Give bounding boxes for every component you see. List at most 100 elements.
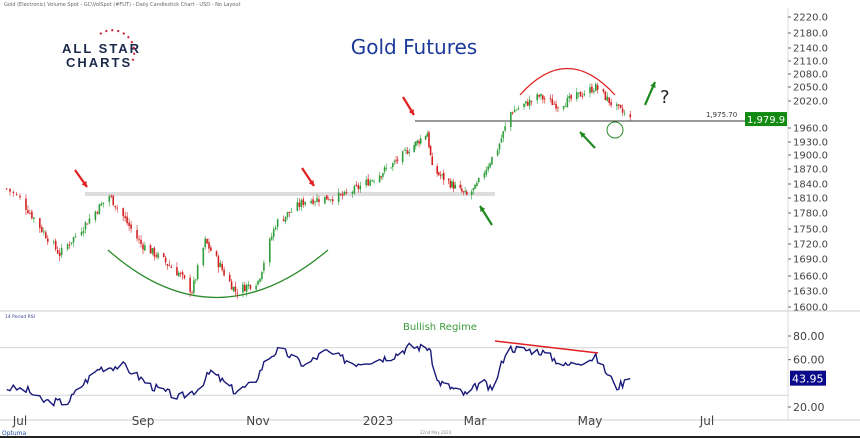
- candle-body: [341, 193, 344, 196]
- candle-body: [86, 223, 89, 225]
- candle-body: [401, 151, 404, 162]
- candle-body: [396, 159, 399, 161]
- candle-body: [110, 195, 113, 197]
- candle-body: [538, 95, 540, 97]
- price-tick-label: 1810.0: [793, 194, 828, 205]
- candle-body: [124, 216, 126, 219]
- candle-body: [442, 172, 445, 181]
- candle-body: [459, 184, 462, 188]
- candle-body: [380, 176, 383, 178]
- candle-body: [284, 216, 287, 222]
- candle-body: [419, 138, 422, 144]
- candle-body: [312, 199, 314, 204]
- price-tick-label: 2220.0: [793, 13, 828, 24]
- candle-body: [604, 91, 607, 101]
- rsi-last-label: 43.95: [792, 373, 824, 386]
- candle-body: [353, 186, 356, 194]
- rsi-title: 14 Period RSI: [5, 314, 35, 320]
- candle-body: [405, 149, 407, 151]
- candle-body: [365, 179, 367, 186]
- candle-body: [276, 219, 279, 227]
- candle-body: [44, 232, 47, 239]
- candle-body: [378, 175, 381, 183]
- candle-body: [193, 280, 195, 293]
- candle-body: [15, 194, 18, 195]
- candle-body: [181, 272, 184, 275]
- candle-body: [413, 145, 415, 153]
- candle-body: [196, 265, 199, 280]
- candle-body: [623, 113, 626, 115]
- candle-body: [272, 229, 275, 237]
- price-tick-label: 1600.0: [793, 303, 828, 314]
- candle-body: [33, 217, 35, 219]
- green-arrow-head: [650, 82, 656, 88]
- logo-stars: [99, 29, 136, 63]
- candle-body: [230, 281, 233, 290]
- candle-body: [476, 182, 478, 187]
- time-axis: Jul Sep Nov 2023 Mar May Jul: [12, 414, 714, 428]
- candle-body: [204, 238, 207, 248]
- candle-body: [194, 279, 197, 281]
- candle-body: [428, 132, 430, 148]
- time-tick-label: Jul: [12, 414, 27, 428]
- annotations: 1,975.70 ?: [85, 67, 745, 298]
- price-tick-label: 2020.0: [793, 97, 828, 108]
- candle-body: [19, 195, 21, 198]
- candle-body: [591, 86, 593, 93]
- candle-body: [270, 236, 273, 240]
- candle-body: [80, 232, 83, 236]
- candle-body: [525, 101, 527, 104]
- candle-body: [288, 211, 291, 214]
- top-arc: [519, 67, 616, 96]
- candle-body: [116, 207, 119, 209]
- candle-body: [498, 143, 501, 150]
- time-tick-label: May: [578, 414, 603, 428]
- candle-body: [282, 219, 285, 222]
- candle-body: [56, 249, 59, 254]
- candle-body: [255, 285, 257, 290]
- candle-body: [178, 272, 180, 277]
- candle-body: [126, 216, 128, 224]
- candle-body: [314, 201, 316, 203]
- price-tick-label: 1630.0: [793, 287, 828, 298]
- candle-body: [461, 188, 463, 192]
- candle-body: [304, 201, 307, 205]
- candle-body: [454, 184, 457, 189]
- candle-body: [393, 160, 396, 163]
- price-tick-label: 1960.0: [793, 124, 828, 135]
- candle-body: [189, 277, 191, 292]
- candle-body: [166, 264, 169, 266]
- candle-body: [138, 238, 140, 240]
- candle-body: [416, 140, 419, 143]
- candle-body: [98, 204, 101, 215]
- candle-body: [27, 210, 29, 214]
- candle-body: [472, 188, 475, 191]
- candle-body: [176, 267, 178, 276]
- chart-subtitle: Gold (Electronic) Volume Spot - GC\VolSp…: [4, 2, 241, 8]
- candle-body: [58, 252, 61, 257]
- candle-body: [242, 284, 244, 293]
- candle-body: [415, 141, 417, 146]
- logo: ALL STAR CHARTS: [62, 29, 139, 70]
- red-arrow-head: [81, 181, 87, 187]
- candle-body: [616, 104, 618, 107]
- prior-resistance-band: [85, 192, 495, 196]
- price-tick-label: 2140.0: [793, 44, 828, 55]
- candlesticks: [5, 82, 632, 299]
- arrows: [74, 81, 657, 226]
- candle-body: [122, 208, 124, 217]
- candle-body: [504, 126, 506, 131]
- candle-body: [577, 92, 580, 94]
- candle-body: [112, 195, 115, 206]
- price-axis: 2220.0 2180.0 2140.0 2110.0 2080.0 2050.0 2020…: [745, 13, 828, 314]
- candle-body: [351, 191, 354, 194]
- candle-body: [596, 85, 599, 90]
- candle-body: [128, 222, 130, 227]
- candle-body: [263, 262, 265, 271]
- price-tick-label: 1840.0: [793, 180, 828, 191]
- candle-body: [477, 177, 480, 183]
- candle-body: [517, 108, 520, 110]
- candle-body: [269, 238, 271, 263]
- candle-body: [221, 264, 223, 270]
- candle-body: [555, 103, 557, 109]
